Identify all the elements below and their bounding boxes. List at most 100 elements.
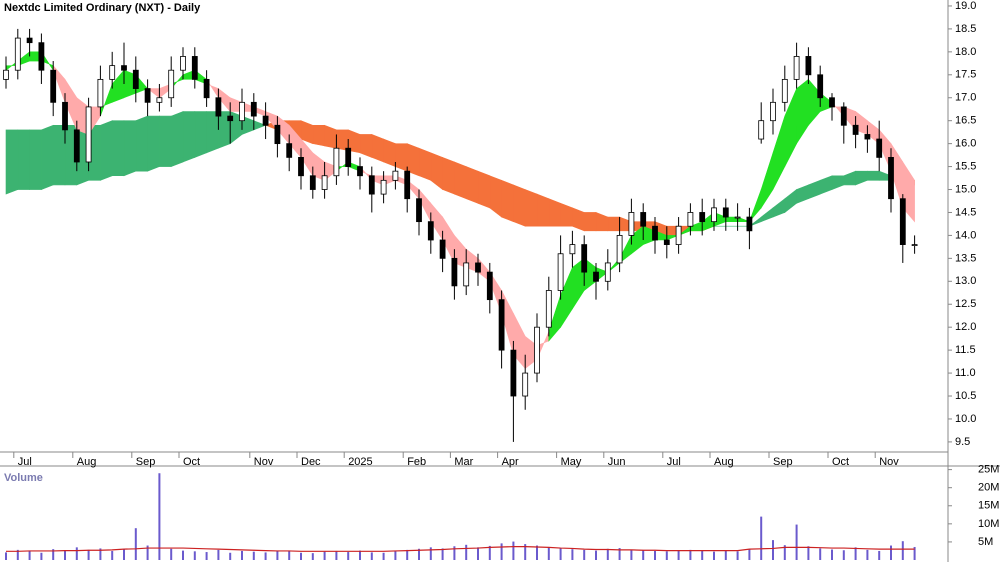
volume-bar [323,551,326,560]
y-tick-label: 18.0 [955,46,976,58]
y-tick-label: 11.5 [955,344,976,356]
x-tick-label: Jul [18,456,32,468]
candle-body [439,239,446,259]
x-tick-label: Oct [832,456,849,468]
volume-bar [524,544,527,560]
ribbon-segment [135,115,148,172]
volume-bar [441,548,444,560]
candle-body [357,166,363,177]
volume-bar [28,551,31,560]
candle-body [534,326,540,374]
candle-body [345,147,352,167]
volume-bar [64,550,66,560]
x-tick-label: Jul [667,456,681,468]
ribbon-segment [454,161,467,200]
x-tick-label: Nov [254,456,274,468]
x-tick-label: Nov [879,456,899,468]
volume-bar [87,549,90,560]
volume-bar [123,549,125,560]
candle-body [463,262,470,287]
x-tick-label: Apr [502,456,519,468]
volume-bar [134,528,137,560]
candle-body [817,74,824,99]
y-tick-label: 15.5 [955,160,976,172]
y-tick-label: 13.5 [955,252,976,264]
volume-bar [583,549,586,560]
volume-bar [559,548,562,560]
candle-body [416,198,422,223]
ribbon-segment [395,143,408,172]
volume-bar [276,550,279,560]
candle-body [286,143,293,158]
candle-body [62,101,68,131]
candle-body [451,257,458,287]
volume-bar [890,545,892,560]
candle-body [781,78,788,103]
candle-body [498,299,505,351]
candle-body [73,129,80,163]
volume-bar [40,552,43,560]
volume-bar [382,552,385,560]
volume-bar [406,549,409,560]
ribbon-segment [371,134,384,163]
candle-body [675,225,682,245]
candle-body [911,244,918,246]
candle-body [427,221,434,241]
candle-body [180,56,186,71]
y-tick-label: 11.0 [955,367,976,379]
y-tick-label: 17.0 [955,92,976,104]
candle-body [486,271,493,301]
candle-body [50,69,57,103]
volume-bar [193,551,196,560]
candle-body [711,207,717,223]
candle-body [581,244,588,273]
volume-bar [713,551,715,560]
volume-bar [571,549,574,560]
candle-body [97,78,104,108]
ribbon-segment [100,120,113,181]
volume-bar [229,552,232,560]
candle-body [770,101,776,122]
y-tick-label: 10M [978,518,999,530]
volume-bar [252,551,255,560]
volume-bar [547,546,550,560]
volume-bar [866,549,869,560]
candle-body [298,156,304,177]
candle-body [840,106,847,126]
volume-ma-line [6,546,915,552]
ribbon-segment [41,124,54,190]
candle-body [687,212,694,227]
candle-body [852,124,859,135]
ribbon-segment [159,115,172,167]
volume-bar [878,550,881,560]
volume-bar [772,540,774,560]
x-tick-label: May [561,456,582,468]
volume-bar [736,551,739,560]
candle-body [876,138,883,158]
candle-body [640,212,647,227]
volume-bar [595,550,597,560]
ribbon-segment [182,111,196,163]
candle-body [215,97,222,117]
volume-bar [158,473,161,560]
x-tick-label: Jun [608,456,626,468]
volume-bar [453,546,456,560]
candle-body [793,56,800,80]
y-tick-label: 19.0 [955,0,976,12]
y-tick-label: 12.0 [955,321,976,333]
x-tick-label: Feb [407,456,426,468]
ribbon-segment [536,193,550,227]
volume-bar [52,549,55,560]
candle-body [829,97,835,108]
candle-body [392,170,399,181]
candle-body [557,253,564,291]
candle-body [805,56,812,76]
x-tick-label: Oct [183,456,200,468]
x-tick-label: 2025 [348,456,372,468]
candle-body [888,156,894,200]
volume-bar [146,545,149,560]
y-tick-label: 15.0 [955,183,976,195]
volume-bar [335,550,338,560]
candle-body [274,124,281,145]
